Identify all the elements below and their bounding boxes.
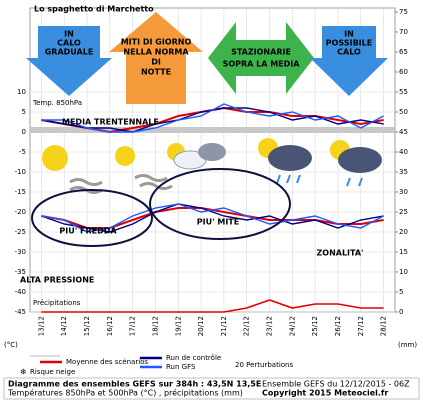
x-tick-label: 20/12 — [197, 316, 205, 336]
x-tick-label: 28/12 — [380, 316, 388, 336]
y2-tick-label: 75 — [399, 8, 408, 16]
cold-label: PIU' FREDDA — [59, 227, 117, 236]
y2-tick-label: 30 — [399, 188, 408, 196]
y2-tick-label: 60 — [399, 68, 408, 76]
legend-label: Run GFS — [166, 363, 196, 371]
y-tick-label: 5 — [22, 108, 26, 116]
arrow-text: NOTTE — [141, 68, 171, 77]
x-tick-label: 24/12 — [288, 316, 296, 336]
x-tick-label: 19/12 — [174, 316, 182, 336]
cold-ellipse — [31, 189, 153, 247]
arrow-text: DI — [151, 58, 161, 67]
t850-line — [41, 103, 384, 133]
y2-tick-label: 50 — [399, 108, 408, 116]
x-tick-label: 13/12 — [37, 316, 45, 336]
y2-tick-label: 45 — [399, 128, 408, 136]
x-tick-label: 21/12 — [220, 316, 228, 336]
footer-line1: Diagramme des ensembles GEFS sur 384h : … — [8, 380, 261, 389]
x-tick-label: 26/12 — [334, 316, 342, 336]
y2-tick-label: 40 — [399, 148, 408, 156]
zonal-label: ZONALITA' — [316, 249, 363, 258]
separator-band — [30, 127, 395, 133]
weather-icons — [42, 138, 382, 194]
y2-tick-label: 5 — [399, 288, 403, 296]
y2-tick-label: 65 — [399, 48, 408, 56]
arrow-text: IN — [344, 30, 354, 39]
y-tick-label: -45 — [15, 308, 26, 316]
x-tick-label: 27/12 — [357, 316, 365, 336]
precip-label: Précipitations — [33, 299, 81, 307]
y-tick-label: -10 — [15, 168, 26, 176]
y-tick-label: -5 — [19, 148, 26, 156]
y-tick-label: -20 — [15, 208, 26, 216]
y-tick-label: -35 — [15, 268, 26, 276]
arrow-double — [208, 22, 314, 94]
y-tick-label: -40 — [15, 288, 26, 296]
mild-label: PIU' MITE — [197, 218, 239, 227]
snow-icon: ❄ — [20, 368, 27, 377]
footer-copyright: Copyright 2015 Meteociel.fr — [262, 389, 388, 398]
y-tick-label: 0 — [22, 128, 26, 136]
x-tick-label: 14/12 — [60, 316, 68, 336]
arrow-text: POSSIBILE — [326, 39, 372, 48]
y2-tick-label: 0 — [399, 308, 403, 316]
x-tick-label: 25/12 — [311, 316, 319, 336]
arrow-text: CALO — [57, 39, 81, 48]
y-tick-label: -15 — [15, 188, 26, 196]
legend-label: Moyenne des scénarios — [66, 358, 148, 366]
arrow-text: GRADUALE — [45, 48, 94, 57]
precip-line — [41, 299, 384, 313]
y-tick-label: 10 — [17, 88, 26, 96]
pressure-label: ALTA PRESSIONE — [20, 276, 94, 285]
y2-tick-label: 55 — [399, 88, 408, 96]
y2-tick-label: 20 — [399, 228, 408, 236]
lines — [41, 103, 384, 313]
footer-line2: Températures 850hPa et 500hPa (°C) , pré… — [7, 388, 243, 398]
footer-run: Ensemble GEFS du 12/12/2015 - 06Z — [262, 380, 410, 389]
arrow-text: NELLA NORMA — [123, 48, 189, 57]
arrow-text: CALO — [337, 48, 361, 57]
y2-tick-label: 70 — [399, 28, 408, 36]
title: Lo spaghetto di Marchetto — [34, 5, 154, 14]
arrow-down — [26, 26, 112, 96]
y-tick-label: -25 — [15, 228, 26, 236]
arrow-up — [109, 12, 203, 104]
y2-tick-label: 25 — [399, 208, 408, 216]
arrow-text: STAZIONARIE — [231, 48, 291, 57]
mild-ellipse — [149, 168, 291, 240]
x-tick-label: 17/12 — [129, 316, 137, 336]
arrow-text: MITI DI GIORNO — [121, 38, 192, 47]
y2-unit: (mm) — [398, 341, 417, 349]
y2-tick-label: 10 — [399, 268, 408, 276]
x-tick-label: 15/12 — [83, 316, 91, 336]
media-label: MEDIA TRENTENNALE — [62, 118, 159, 127]
temp-label: Temp. 850hPa — [32, 99, 82, 107]
arrow-down — [310, 26, 388, 96]
snow-label: Risque neige — [30, 368, 75, 376]
x-tick-label: 23/12 — [266, 316, 274, 336]
x-tick-label: 18/12 — [151, 316, 159, 336]
y-tick-label: -30 — [15, 248, 26, 256]
arrow-text: SOPRA LA MEDIA — [223, 60, 301, 69]
y2-tick-label: 15 — [399, 248, 408, 256]
y-unit: (°C) — [4, 341, 18, 349]
perturbations-label: 20 Perturbations — [235, 361, 293, 369]
x-tick-label: 16/12 — [106, 316, 114, 336]
legend-label: Run de contrôle — [166, 354, 221, 362]
t500-line — [41, 203, 384, 233]
y2-tick-label: 35 — [399, 168, 408, 176]
arrow-text: IN — [64, 30, 74, 39]
footer-box — [3, 377, 420, 400]
x-tick-label: 22/12 — [243, 316, 251, 336]
